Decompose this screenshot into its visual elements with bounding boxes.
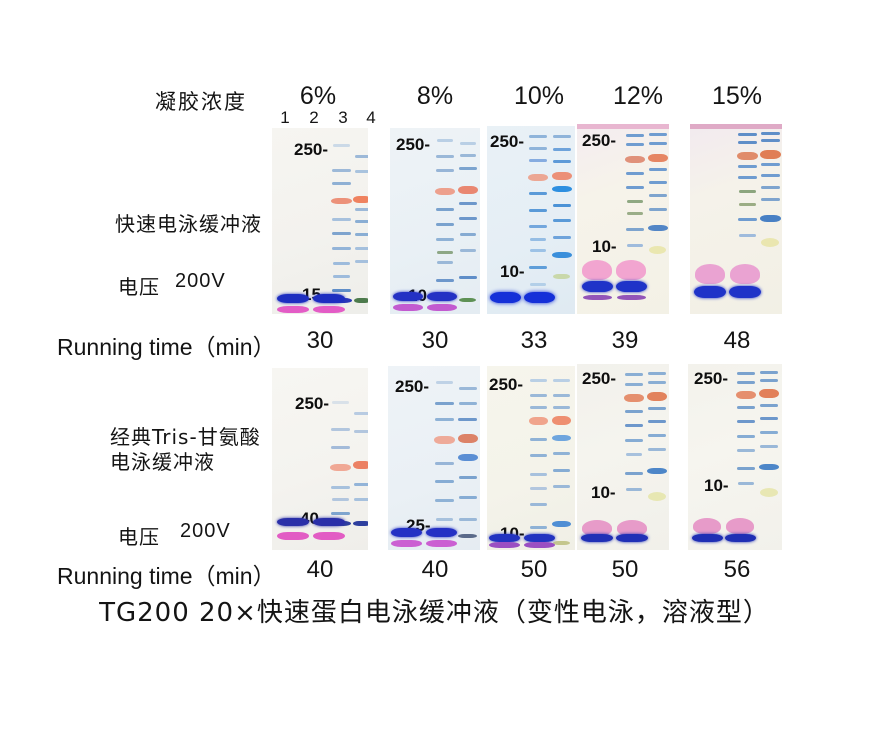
lane-number-2: 2 <box>309 108 319 127</box>
gel-row1-12-mw-bottom: 10- <box>592 237 617 256</box>
row1-voltage-value: 200V <box>175 270 226 292</box>
row1-voltage-label: 电压 <box>118 275 160 299</box>
row1-buffer-name: 快速电泳缓冲液 <box>115 212 262 236</box>
gel-row1-10-mw-top: 250- <box>490 132 525 151</box>
concentration-value-10: 10% <box>513 82 565 110</box>
gel-panel-row1-8: 250- 10- <box>390 128 480 314</box>
row2-running-time-10: 50 <box>520 556 548 583</box>
row2-running-time-15: 56 <box>723 556 751 583</box>
gel-row2-12-mw-top: 250- <box>582 369 617 388</box>
row2-running-time-label: Running time（min） <box>57 563 276 589</box>
lane-number-4: 4 <box>366 108 376 127</box>
gel-row1-6-mw-top: 250- <box>294 140 329 159</box>
row2-buffer-name-line2: 电泳缓冲液 <box>110 450 215 474</box>
gel-row2-15-mw-bottom: 10- <box>704 476 729 495</box>
row1-running-time-8: 30 <box>421 327 449 354</box>
row1-running-time-15: 48 <box>723 327 751 354</box>
row1-running-time-12: 39 <box>611 327 639 354</box>
row2-running-time-12: 50 <box>611 556 639 583</box>
row2-buffer-name-line1: 经典Tris-甘氨酸 <box>110 425 261 449</box>
concentration-value-12: 12% <box>612 82 664 110</box>
gel-row2-8-mw-top: 250- <box>395 377 430 396</box>
gel-panel-row1-6: 250- 15- <box>272 128 368 314</box>
gel-panel-row2-15: 250- 10- <box>688 364 782 550</box>
row2-running-time-6: 40 <box>306 556 334 583</box>
gel-panel-row2-6: 250- 40- <box>272 368 368 550</box>
gel-panel-row1-12: 250- 10- <box>577 124 669 314</box>
concentration-value-8: 8% <box>416 82 454 110</box>
gel-row2-6-mw-top: 250- <box>295 394 330 413</box>
gel-panel-row2-8: 250- 25- <box>388 366 480 550</box>
gel-row2-12-mw-bottom: 10- <box>591 483 616 502</box>
row2-running-time-8: 40 <box>421 556 449 583</box>
row1-running-time-label: Running time（min） <box>57 334 276 360</box>
gel-row2-10-mw-top: 250- <box>489 375 524 394</box>
concentration-value-6: 6% <box>299 82 337 110</box>
row1-running-time-10: 33 <box>520 327 548 354</box>
gel-panel-row2-12: 250- 10- <box>577 364 669 550</box>
gel-panel-row1-15 <box>690 124 782 314</box>
concentration-value-15: 15% <box>711 82 763 110</box>
gel-panel-row2-10: 250- 10- <box>487 366 575 550</box>
row1-running-time-6: 30 <box>306 327 334 354</box>
gel-row1-8-mw-top: 250- <box>396 135 431 154</box>
gel-row1-12-mw-top: 250- <box>582 131 617 150</box>
row2-voltage-value: 200V <box>180 520 231 542</box>
figure-caption: TG200 20×快速蛋白电泳缓冲液（变性电泳，溶液型） <box>99 598 770 628</box>
gel-row2-15-mw-top: 250- <box>694 369 729 388</box>
gel-concentration-label: 凝胶浓度 <box>155 90 247 114</box>
lane-number-3: 3 <box>338 108 348 127</box>
gel-row1-10-mw-bottom: 10- <box>500 262 525 281</box>
row2-voltage-label: 电压 <box>118 525 160 549</box>
lane-number-1: 1 <box>280 108 290 127</box>
gel-panel-row1-10: 250- 10- <box>487 126 575 314</box>
